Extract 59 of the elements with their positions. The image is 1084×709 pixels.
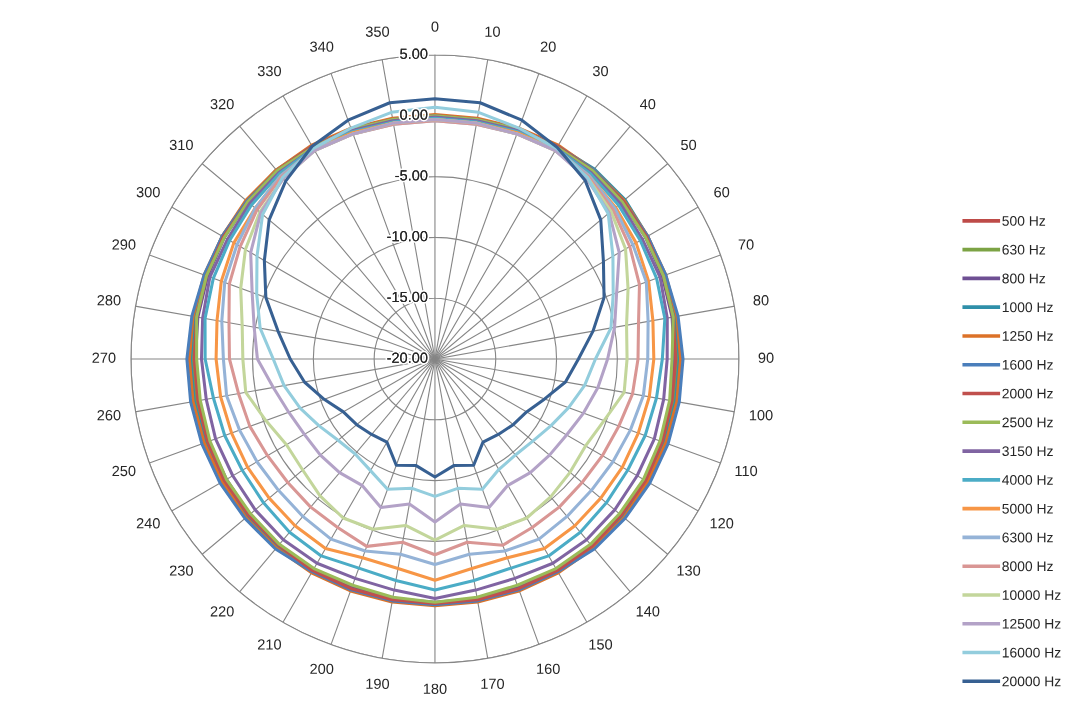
- spoke-label: 240: [136, 518, 160, 529]
- legend-label: 2500 Hz: [1002, 417, 1053, 428]
- legend-label: 16000 Hz: [1002, 647, 1061, 658]
- legend-label: 6300 Hz: [1002, 532, 1053, 543]
- legend-label: 10000 Hz: [1002, 590, 1061, 600]
- legend-label: 800 Hz: [1002, 273, 1046, 284]
- legend-label: 630 Hz: [1002, 244, 1046, 255]
- spoke-label: 150: [589, 639, 613, 650]
- spoke-label: 80: [753, 295, 769, 306]
- legend-label: 4000 Hz: [1002, 475, 1053, 485]
- spoke-label: 180: [423, 683, 447, 694]
- spoke-label: 60: [714, 187, 730, 198]
- legend-label: 5000 Hz: [1002, 503, 1053, 514]
- spoke-label: 310: [169, 139, 193, 151]
- spoke-label: 0: [431, 21, 439, 32]
- spoke-label: 320: [210, 98, 234, 110]
- spoke-label: 260: [97, 410, 121, 421]
- legend-label: 8000 Hz: [1002, 561, 1053, 572]
- spoke-label: 340: [310, 41, 334, 52]
- spoke-label: 130: [677, 565, 701, 576]
- spoke-label: 270: [92, 352, 116, 363]
- spoke-label: 170: [481, 678, 505, 689]
- spoke-label: 210: [257, 639, 282, 650]
- y-tick-label: 5.00: [400, 48, 428, 59]
- spoke-label: 40: [639, 98, 656, 110]
- y-tick-label: -5.00: [395, 170, 428, 181]
- legend-label: 1000 Hz: [1002, 302, 1053, 313]
- spoke-label: 250: [112, 465, 136, 477]
- y-tick-label: 0.00: [400, 109, 428, 120]
- spoke-label: 230: [169, 565, 193, 576]
- spoke-label: 90: [758, 352, 774, 363]
- spoke-label: 290: [112, 239, 136, 250]
- spoke-label: 350: [365, 26, 390, 37]
- y-tick-label: -20.00: [387, 352, 428, 363]
- spoke-label: 110: [735, 465, 758, 477]
- legend-label: 500 Hz: [1002, 215, 1046, 226]
- spoke-label: 280: [97, 295, 121, 306]
- legend-label: 20000 Hz: [1002, 676, 1061, 687]
- y-tick-label: -15.00: [387, 291, 428, 303]
- spoke-label: 160: [537, 663, 560, 675]
- spoke-label: 190: [366, 678, 390, 689]
- spoke-label: 330: [257, 65, 282, 77]
- legend-label: 1600 Hz: [1002, 359, 1053, 370]
- spoke-label: 200: [310, 663, 334, 675]
- spoke-label: 70: [738, 239, 754, 250]
- spoke-label: 120: [710, 518, 734, 529]
- spoke-label: 140: [636, 606, 660, 617]
- spoke-label: 50: [681, 139, 697, 151]
- legend-label: 12500 Hz: [1002, 618, 1061, 629]
- spoke-label: 300: [136, 187, 160, 198]
- spoke-label: 220: [210, 606, 234, 617]
- spoke-label: 10: [485, 26, 500, 37]
- legend-label: 2000 Hz: [1002, 388, 1053, 399]
- legend-label: 3150 Hz: [1002, 446, 1053, 457]
- legend-label: 1250 Hz: [1002, 331, 1053, 341]
- spoke-label: 100: [749, 410, 773, 421]
- spoke-label: 20: [540, 41, 556, 52]
- y-tick-label: -10.00: [387, 231, 428, 242]
- spoke-label: 30: [592, 65, 609, 77]
